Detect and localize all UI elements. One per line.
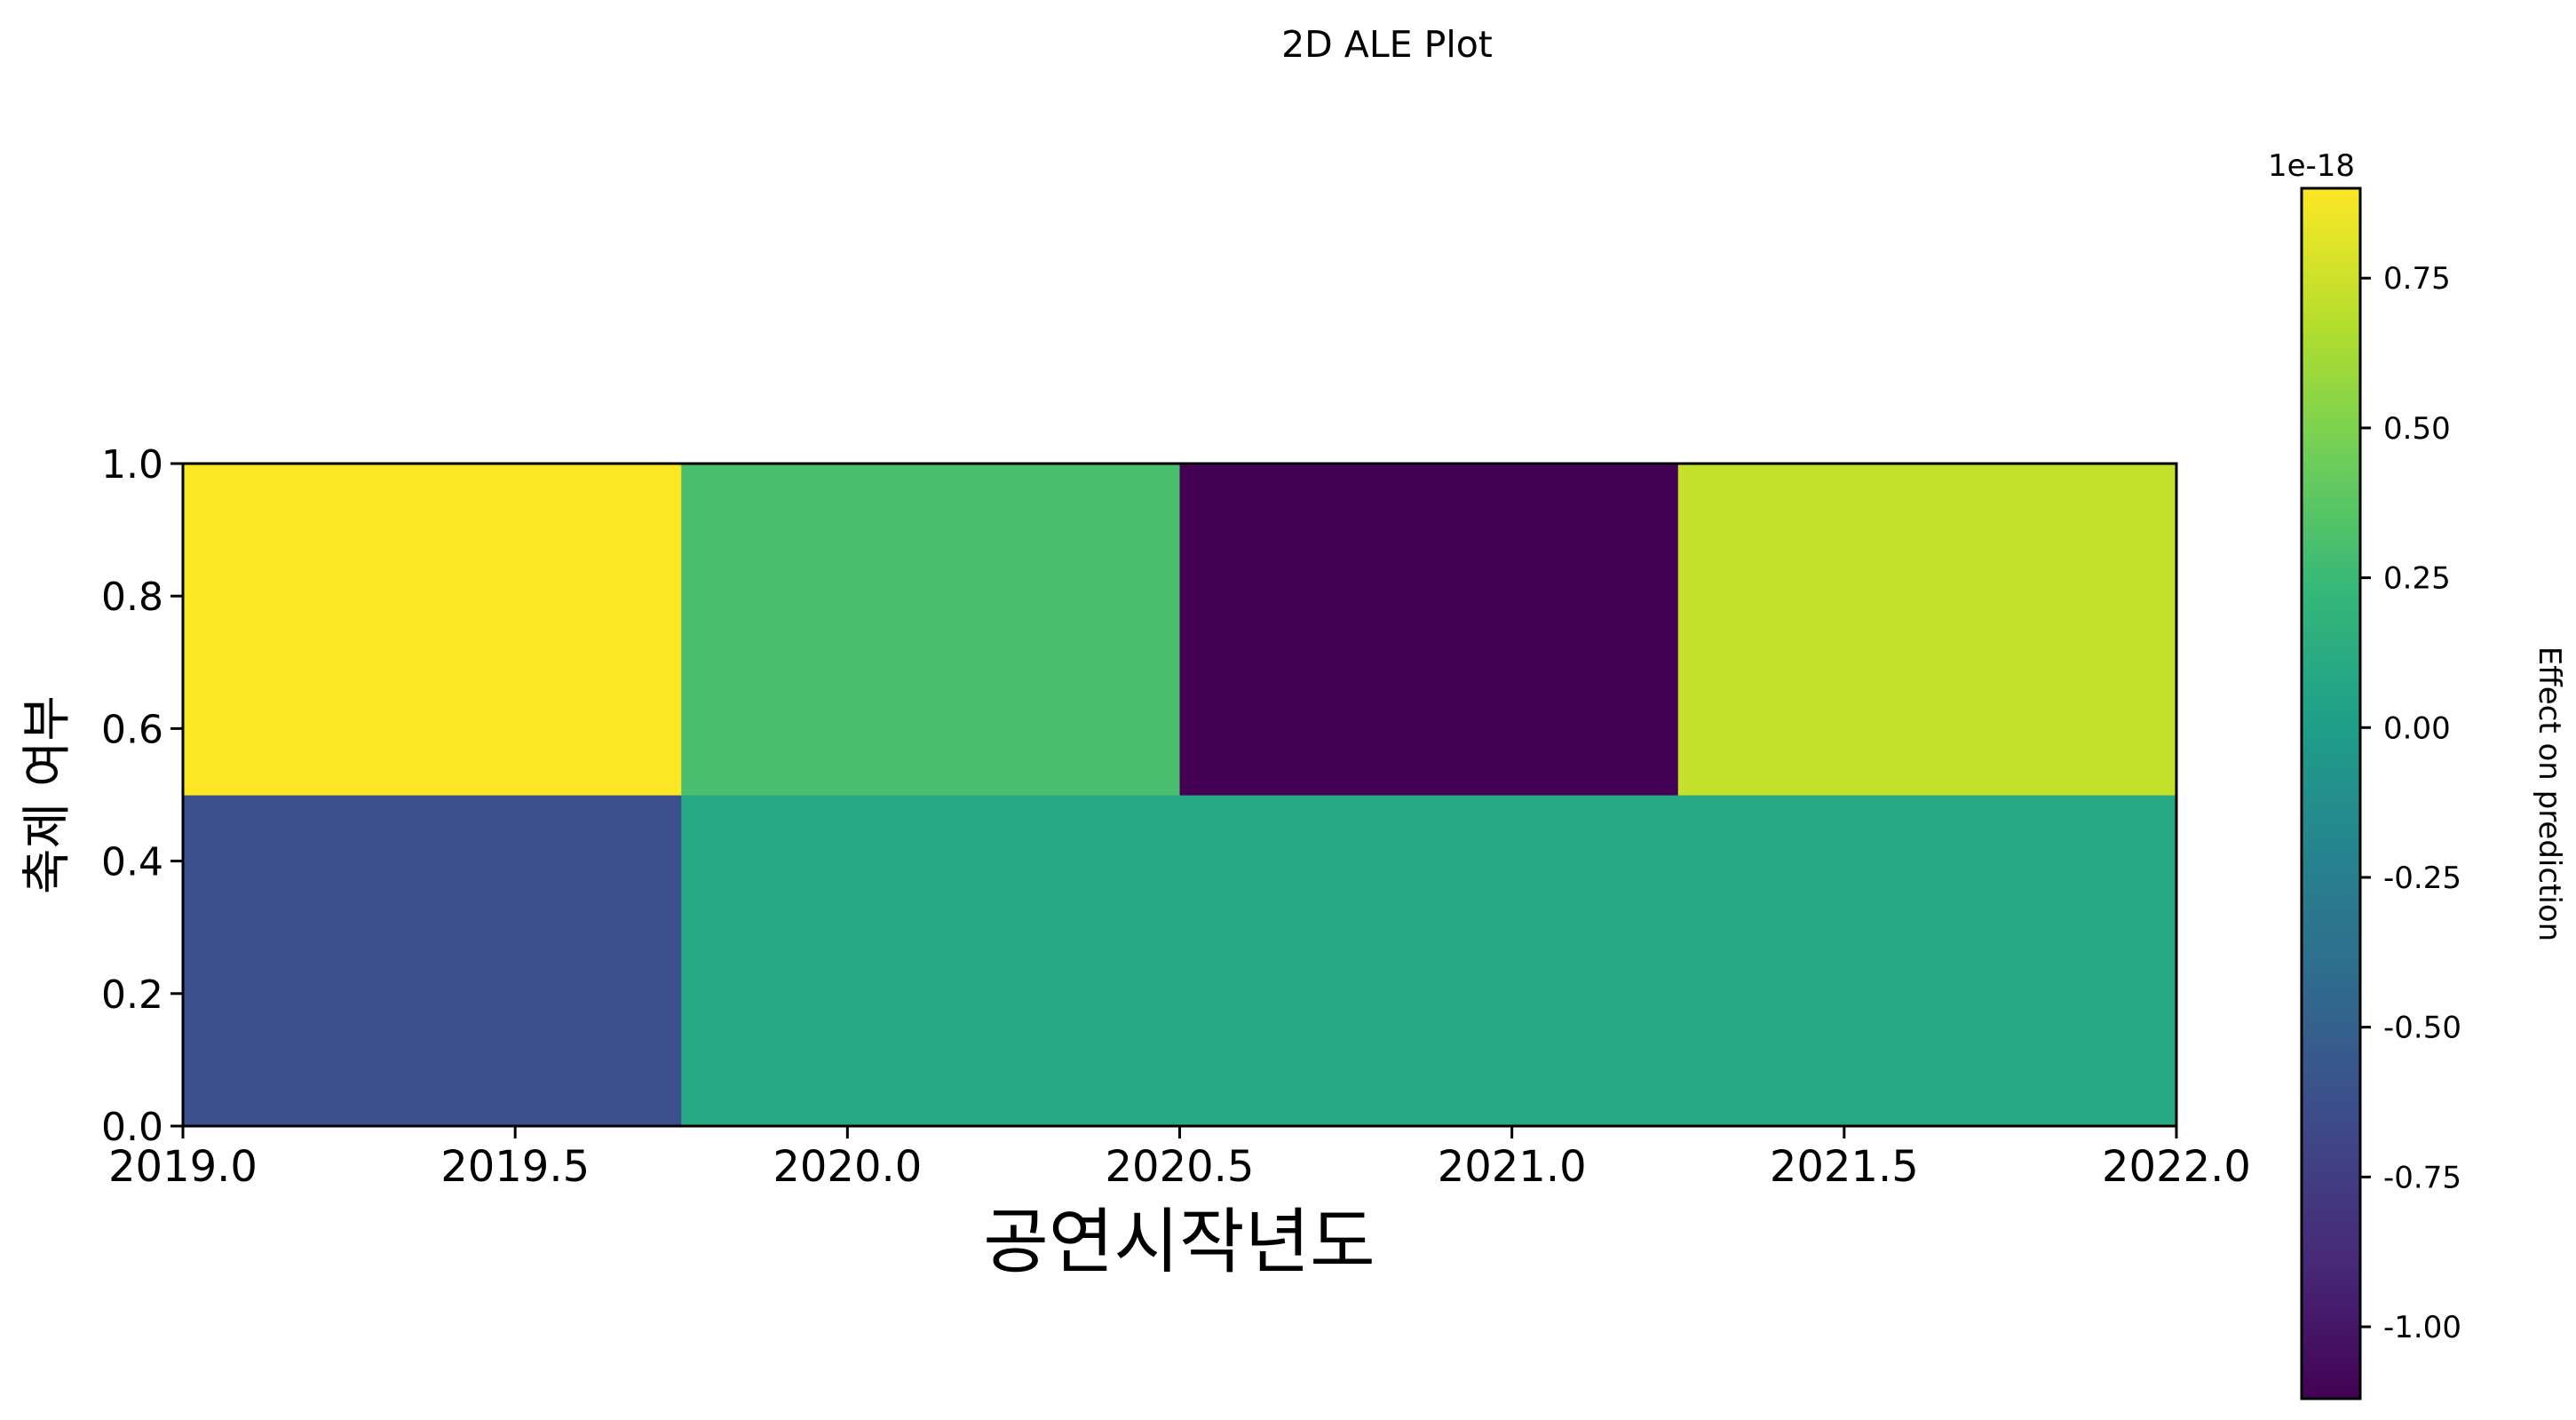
x-tick-label: 2020.5: [1106, 1142, 1255, 1192]
y-tick-label: 0.8: [101, 575, 163, 620]
heatmap-cell-r0-c2: [1179, 795, 1679, 1127]
heatmap-cell-r0-c1: [681, 795, 1181, 1127]
colorbar-ticks: 0.75 0.50 0.25 0.00 -0.25 -0.50 -0.75 -1.00: [2360, 261, 2461, 1345]
x-tick-label: 2022.0: [2102, 1142, 2251, 1192]
colorbar-tick-label: -0.75: [2383, 1160, 2461, 1195]
x-tick-label: 2021.5: [1770, 1142, 1919, 1192]
heatmap-cell-r1-c2: [1179, 464, 1679, 796]
heatmap-cell-r0-c3: [1677, 795, 2177, 1127]
colorbar-tick-label: 0.25: [2383, 561, 2451, 597]
heatmap-cells: [183, 464, 2177, 1127]
x-tick-label: 2019.5: [440, 1142, 590, 1192]
y-tick-label: 0.2: [101, 972, 163, 1018]
x-tick-label: 2020.0: [773, 1142, 922, 1192]
colorbar-tick-label: 0.50: [2383, 411, 2451, 447]
colorbar-tick-label: -0.25: [2383, 861, 2461, 896]
x-tick-label: 2019.0: [108, 1142, 258, 1192]
x-tick-label: 2021.0: [1438, 1142, 1587, 1192]
colorbar: [2300, 186, 2362, 1400]
y-tick-label: 0.4: [101, 840, 163, 885]
colorbar-tick-label: 0.00: [2383, 710, 2451, 746]
heatmap-cell-r1-c0: [183, 464, 682, 796]
colorbar-tick-label: 0.75: [2383, 261, 2451, 297]
heatmap-cell-r0-c0: [183, 795, 682, 1127]
y-axis-ticks: 0.0 0.2 0.4 0.6 0.8 1.0: [101, 442, 183, 1150]
colorbar-tick-label: -1.00: [2383, 1310, 2461, 1345]
heatmap-cell-r1-c1: [681, 464, 1181, 796]
colorbar-label: Effect on prediction: [2532, 647, 2567, 941]
colorbar-tick-label: -0.50: [2383, 1011, 2461, 1046]
heatmap-cell-r1-c3: [1677, 464, 2177, 796]
x-axis-ticks: 2019.0 2019.5 2020.0 2020.5 2021.0 2021.5 2022…: [108, 1126, 2251, 1192]
y-axis-label: 축제 여부: [19, 695, 76, 894]
chart-title: 2D ALE Plot: [1281, 23, 1493, 66]
y-tick-label: 0.6: [101, 707, 163, 752]
colorbar-offset-text: 1e-18: [2268, 148, 2355, 184]
y-tick-label: 0.0: [101, 1105, 163, 1150]
y-tick-label: 1.0: [101, 442, 163, 488]
x-axis-label: 공연시작년도: [983, 1201, 1375, 1283]
